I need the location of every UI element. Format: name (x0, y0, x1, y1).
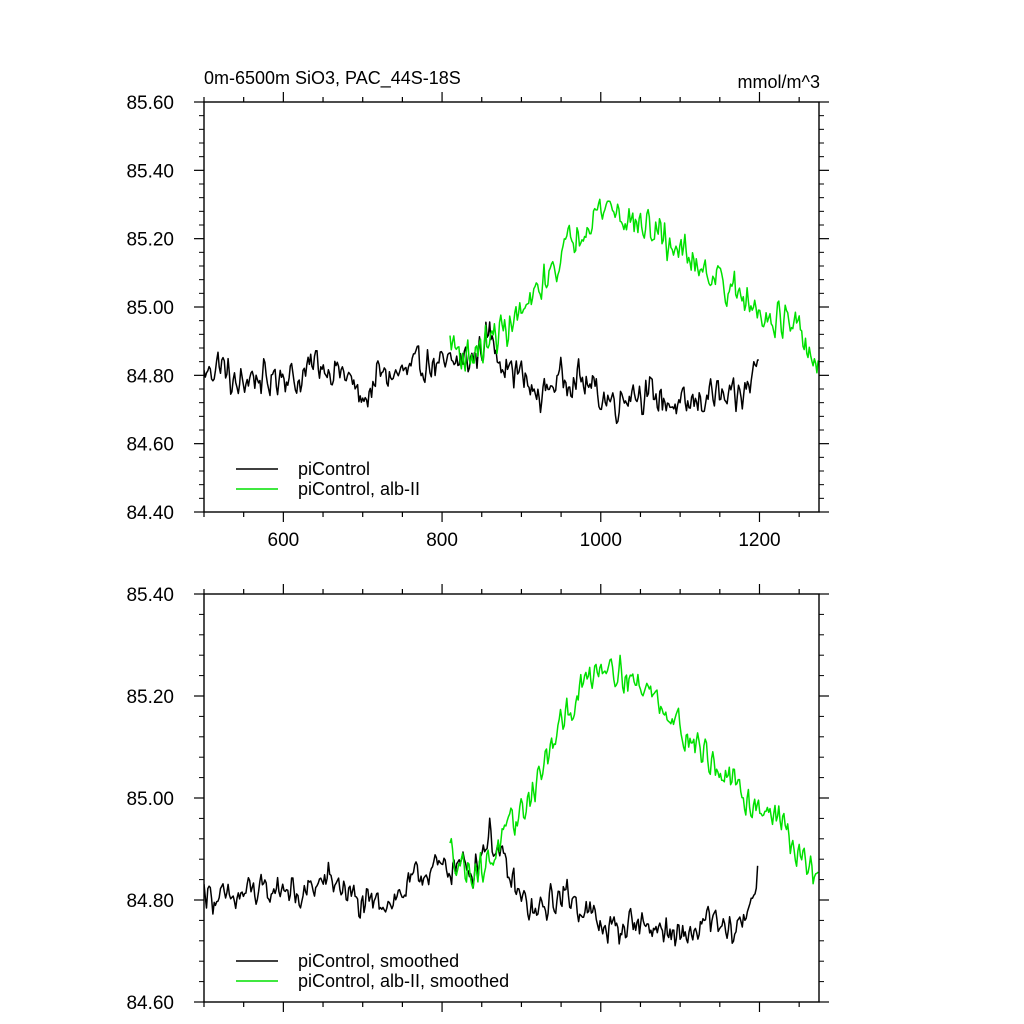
chart-title: 0m-6500m SiO3, PAC_44S-18S (204, 68, 461, 89)
y-tick-label: 85.20 (126, 230, 174, 251)
y-tick-label: 85.60 (126, 93, 174, 114)
bottom-panel: 84.60 84.80 85.00 85.20 85.40 piControl, smoo… (126, 584, 829, 1014)
series-line-1 (449, 654, 819, 890)
y-tick-label: 84.40 (126, 503, 174, 524)
series-line-0 (204, 817, 759, 947)
x-tick-label: 800 (426, 530, 458, 551)
legend-label: piControl, alb-II, smoothed (298, 971, 509, 991)
y-tick-label: 85.00 (126, 789, 174, 810)
series-line-1 (449, 198, 819, 374)
units-label: mmol/m^3 (738, 72, 820, 92)
top-panel: 600 800 1000 1200 84.40 84.60 84.80 85.00 85.20 8… (126, 92, 829, 551)
legend-label: piControl, alb-II (298, 479, 420, 499)
y-tick-label: 85.00 (126, 298, 174, 319)
y-tick-label: 85.20 (126, 687, 174, 708)
y-tick-label: 84.80 (126, 366, 174, 387)
legend-label: piControl, smoothed (298, 951, 459, 971)
y-tick-label: 85.40 (126, 161, 174, 182)
y-tick-label: 85.40 (126, 585, 174, 606)
x-tick-label: 1200 (738, 530, 780, 551)
x-tick-label: 1000 (580, 530, 622, 551)
x-tick-label: 600 (268, 530, 300, 551)
series-line-0 (204, 321, 759, 425)
y-tick-label: 84.80 (126, 891, 174, 912)
plot-frame (203, 593, 820, 1003)
legend-label: piControl (298, 459, 370, 479)
y-tick-label: 84.60 (126, 435, 174, 456)
y-tick-label: 84.60 (126, 993, 174, 1014)
